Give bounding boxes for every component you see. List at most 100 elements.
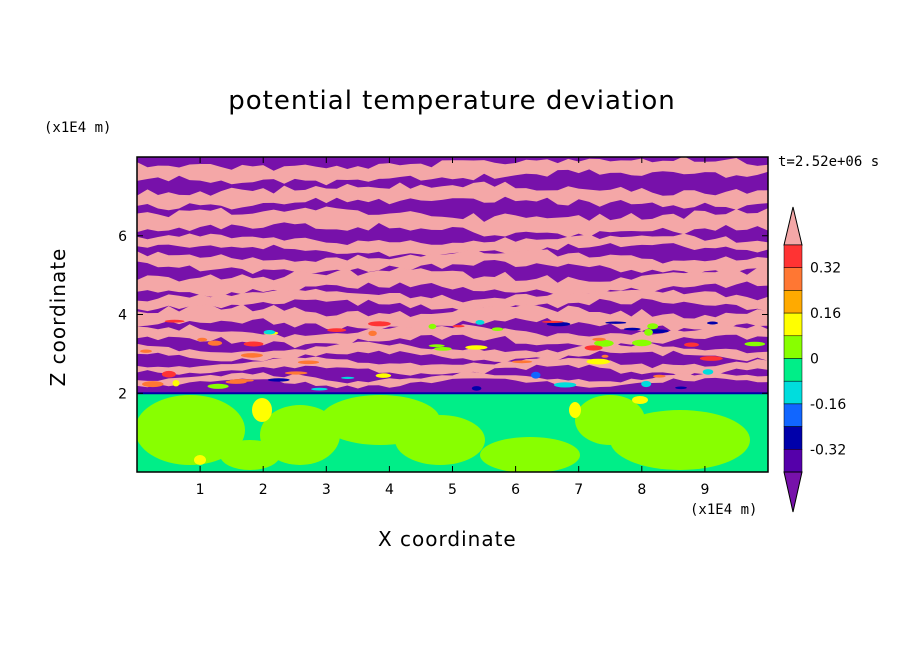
colorbar-label: -0.16 <box>810 397 846 413</box>
pink-streak <box>137 371 768 389</box>
small-feature <box>428 344 445 348</box>
pink-streak <box>137 248 768 276</box>
lime-patch <box>137 395 245 465</box>
small-feature <box>471 386 482 391</box>
x-tick-label: 3 <box>322 482 331 498</box>
y-tick-label: 4 <box>118 308 127 324</box>
small-feature <box>207 340 223 346</box>
small-feature <box>375 373 392 378</box>
x-tick-label: 9 <box>700 482 709 498</box>
small-feature <box>229 379 254 382</box>
x-tick-label: 5 <box>448 482 457 498</box>
yellow-spot <box>194 455 206 465</box>
colorbar-bin <box>783 335 803 359</box>
small-feature <box>684 342 699 347</box>
small-feature <box>475 320 485 325</box>
pink-streak <box>137 288 768 312</box>
colorbar-top-arrow <box>783 206 803 246</box>
time-label: t=2.52e+06 s <box>778 154 880 170</box>
small-feature <box>511 360 533 364</box>
small-feature <box>653 374 666 378</box>
colorbar-bin <box>783 403 803 427</box>
small-feature <box>240 353 263 358</box>
small-feature <box>699 356 723 361</box>
y-tick-label: 2 <box>118 386 127 402</box>
contour-field <box>137 157 768 472</box>
lime-patch <box>610 410 750 470</box>
colorbar-bin <box>783 358 803 382</box>
small-feature <box>605 321 627 324</box>
small-feature <box>641 380 652 388</box>
chart-title: potential temperature deviation <box>228 86 676 116</box>
lime-patch <box>220 440 280 470</box>
small-feature <box>542 320 564 323</box>
pink-streak <box>137 341 768 363</box>
x-tick-label: 1 <box>196 482 205 498</box>
small-feature <box>586 358 610 365</box>
x-unit-label: (x1E4 m) <box>690 502 758 518</box>
colorbar-bin <box>783 449 803 473</box>
small-feature <box>594 339 614 347</box>
small-feature <box>341 376 355 379</box>
x-tick-label: 4 <box>385 482 394 498</box>
small-feature <box>172 380 180 387</box>
lime-patch <box>395 415 485 465</box>
pink-streak <box>137 181 768 211</box>
small-feature <box>465 345 488 350</box>
small-feature <box>452 325 465 328</box>
lime-patch <box>480 437 580 472</box>
small-feature <box>164 319 185 323</box>
small-feature <box>584 345 603 351</box>
small-feature <box>744 341 766 347</box>
pink-streak <box>137 206 768 238</box>
small-feature <box>644 328 653 336</box>
colorbar-label: 0 <box>810 352 819 368</box>
x-axis-label: X coordinate <box>378 527 517 551</box>
small-feature <box>368 321 391 327</box>
small-feature <box>553 382 577 388</box>
colorbar-label: -0.32 <box>810 442 846 458</box>
y-unit-label: (x1E4 m) <box>44 120 112 136</box>
x-tick-label: 2 <box>259 482 268 498</box>
small-feature <box>624 327 641 331</box>
colorbar-bin <box>783 244 803 268</box>
small-feature <box>675 386 687 390</box>
colorbar-label: 0.32 <box>810 261 841 277</box>
small-feature <box>140 349 152 353</box>
small-feature <box>142 381 164 388</box>
x-tick-label: 8 <box>637 482 646 498</box>
small-feature <box>632 339 652 347</box>
x-tick-label: 6 <box>511 482 520 498</box>
small-feature <box>368 330 377 336</box>
colorbar: 0.32 0.16 0 -0.16 -0.32 <box>783 206 846 513</box>
small-feature <box>491 327 504 332</box>
x-tick-label: 7 <box>574 482 583 498</box>
small-feature <box>434 347 452 351</box>
small-feature <box>428 323 437 330</box>
small-feature <box>197 337 208 342</box>
small-feature <box>531 371 541 379</box>
pink-streak <box>137 356 768 378</box>
colorbar-bottom-arrow <box>783 471 803 513</box>
pink-streak <box>137 233 768 257</box>
small-feature <box>161 370 176 378</box>
yellow-spot <box>632 396 648 404</box>
small-feature <box>546 321 571 327</box>
small-feature <box>647 323 659 330</box>
yellow-spot <box>569 402 581 418</box>
pink-streak <box>137 304 768 333</box>
small-feature <box>707 321 718 325</box>
pink-streak <box>137 267 768 297</box>
pink-streak <box>137 157 768 186</box>
colorbar-bin <box>783 312 803 337</box>
small-feature <box>284 371 308 375</box>
colorbar-label: 0.16 <box>810 306 841 322</box>
y-tick-label: 6 <box>118 229 127 245</box>
small-feature <box>702 369 714 375</box>
small-feature <box>311 387 328 391</box>
colorbar-bin <box>783 267 803 291</box>
colorbar-bin <box>783 426 803 450</box>
small-feature <box>327 328 347 332</box>
small-feature <box>207 383 229 389</box>
